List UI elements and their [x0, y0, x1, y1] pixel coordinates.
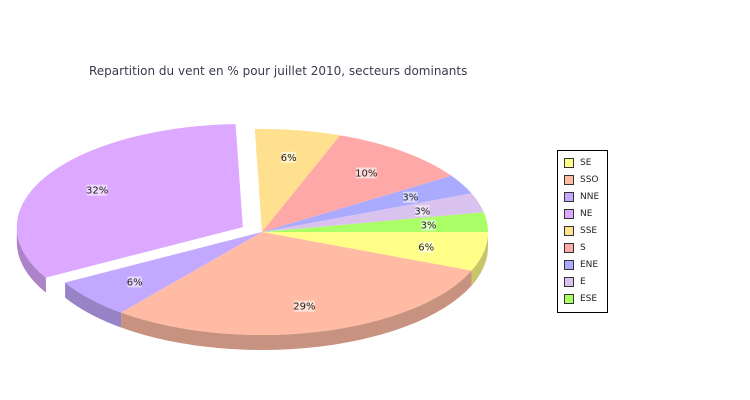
- pie-label-sse: 6%: [281, 153, 297, 164]
- legend-label-ene: ENE: [580, 260, 599, 270]
- legend-label-ese: ESE: [580, 294, 598, 304]
- pie-slice-nne: [65, 232, 262, 313]
- legend-item-ese: ESE: [564, 293, 597, 305]
- legend-label-sse: SSE: [580, 226, 598, 236]
- pie-side-ne: [16, 227, 46, 293]
- legend-swatch-sse: [564, 226, 574, 236]
- pie-label-se: 6%: [418, 243, 434, 254]
- legend-swatch-nne: [564, 192, 574, 202]
- pie-label-bg-sse: [281, 151, 296, 163]
- pie-side-nne: [65, 282, 122, 328]
- legend-swatch-ne: [564, 209, 574, 219]
- pie-slices: [16, 124, 488, 335]
- legend-label-e: E: [580, 277, 586, 287]
- pie-label-bg-se: [419, 241, 434, 253]
- pie-slice-s: [262, 135, 452, 232]
- pie-slice-sso: [121, 232, 472, 335]
- pie-label-bg-ese: [421, 219, 436, 231]
- legend-item-nne: NNE: [564, 191, 599, 203]
- pie-label-bg-nne: [127, 276, 142, 288]
- chart-title: Repartition du vent en % pour juillet 20…: [89, 64, 468, 78]
- legend-swatch-s: [564, 243, 574, 253]
- legend-swatch-ene: [564, 260, 574, 270]
- legend-item-ne: NE: [564, 208, 592, 220]
- pie-label-sso: 29%: [293, 302, 315, 313]
- legend-item-ene: ENE: [564, 259, 598, 271]
- pie-label-bg-s: [356, 167, 377, 179]
- pie-label-bg-ne: [86, 184, 108, 196]
- pie-label-bg-sso: [294, 300, 315, 312]
- legend-label-ne: NE: [580, 209, 593, 219]
- legend-item-sse: SSE: [564, 225, 597, 237]
- pie-side-se: [471, 232, 488, 286]
- legend-swatch-sso: [564, 175, 574, 185]
- pie-labels: 6% 29% 6% 32% 6% 10% 3% 3% 3%: [86, 151, 437, 313]
- legend-swatch-ese: [564, 294, 574, 304]
- pie-slice-sse: [254, 129, 341, 232]
- pie-label-s: 10%: [355, 168, 377, 179]
- pie-label-ese: 3%: [421, 221, 437, 232]
- pie-label-bg-ene: [403, 191, 418, 203]
- pie-slice-e: [262, 193, 484, 232]
- pie-label-ene: 3%: [402, 193, 418, 204]
- chart-legend: SE SSO NNE NE SSE S ENE E ESE: [557, 150, 608, 313]
- legend-swatch-se: [564, 158, 574, 168]
- pie-label-ne: 32%: [86, 186, 108, 197]
- legend-label-se: SE: [580, 158, 592, 168]
- legend-label-nne: NNE: [580, 192, 600, 202]
- legend-item-se: SE: [564, 157, 591, 169]
- legend-item-e: E: [564, 276, 586, 288]
- pie-sides: [16, 227, 488, 350]
- pie-label-bg-e: [415, 205, 430, 217]
- pie-slice-ene: [262, 175, 472, 232]
- legend-label-sso: SSO: [580, 175, 599, 185]
- pie-side-sso: [121, 270, 472, 350]
- legend-item-sso: SSO: [564, 174, 599, 186]
- pie-label-nne: 6%: [127, 277, 143, 288]
- legend-item-s: S: [564, 242, 586, 254]
- pie-label-e: 3%: [414, 206, 430, 217]
- legend-swatch-e: [564, 277, 574, 287]
- pie-slice-ne: [16, 124, 243, 278]
- legend-label-s: S: [580, 243, 586, 253]
